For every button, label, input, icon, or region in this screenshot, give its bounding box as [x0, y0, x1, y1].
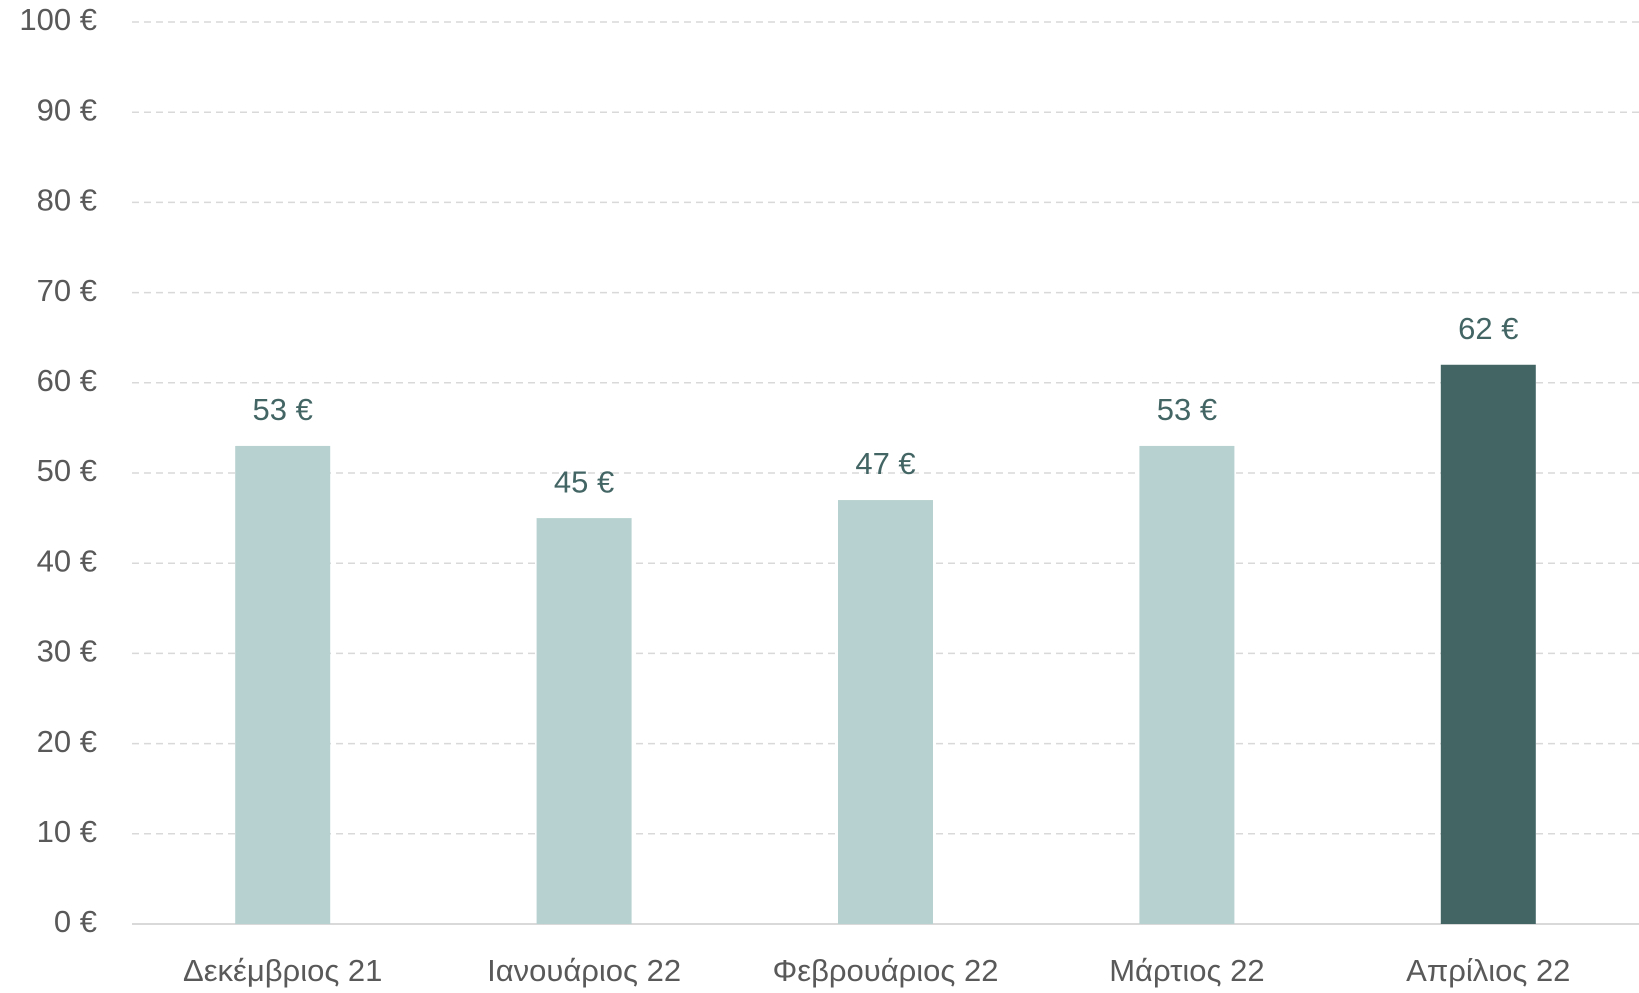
bar — [1139, 445, 1235, 924]
y-tick-label: 100 € — [19, 2, 97, 37]
y-tick-label: 70 € — [37, 273, 97, 308]
y-tick-label: 30 € — [37, 634, 97, 669]
value-label: 53 € — [1157, 392, 1217, 427]
value-label: 47 € — [855, 446, 915, 481]
x-tick-label: Απρίλιος 22 — [1406, 953, 1570, 988]
bar — [1440, 364, 1536, 924]
bar — [838, 500, 933, 924]
x-tick-label: Μάρτιος 22 — [1109, 953, 1264, 988]
y-tick-label: 60 € — [37, 363, 97, 398]
x-tick-label: Δεκέμβριος 21 — [183, 953, 382, 988]
y-tick-label: 20 € — [37, 724, 97, 759]
y-tick-label: 90 € — [37, 92, 97, 127]
y-tick-label: 40 € — [37, 543, 97, 578]
value-label: 53 € — [253, 392, 313, 427]
y-tick-label: 50 € — [37, 453, 97, 488]
bar — [536, 518, 632, 924]
value-label: 62 € — [1458, 311, 1518, 346]
x-tick-label: Φεβρουάριος 22 — [773, 953, 999, 988]
x-tick-label: Ιανουάριος 22 — [487, 953, 681, 988]
value-label: 45 € — [554, 464, 614, 499]
y-tick-label: 80 € — [37, 183, 97, 218]
y-tick-label: 10 € — [37, 814, 97, 849]
y-tick-label: 0 € — [54, 904, 97, 939]
bar — [235, 445, 331, 924]
